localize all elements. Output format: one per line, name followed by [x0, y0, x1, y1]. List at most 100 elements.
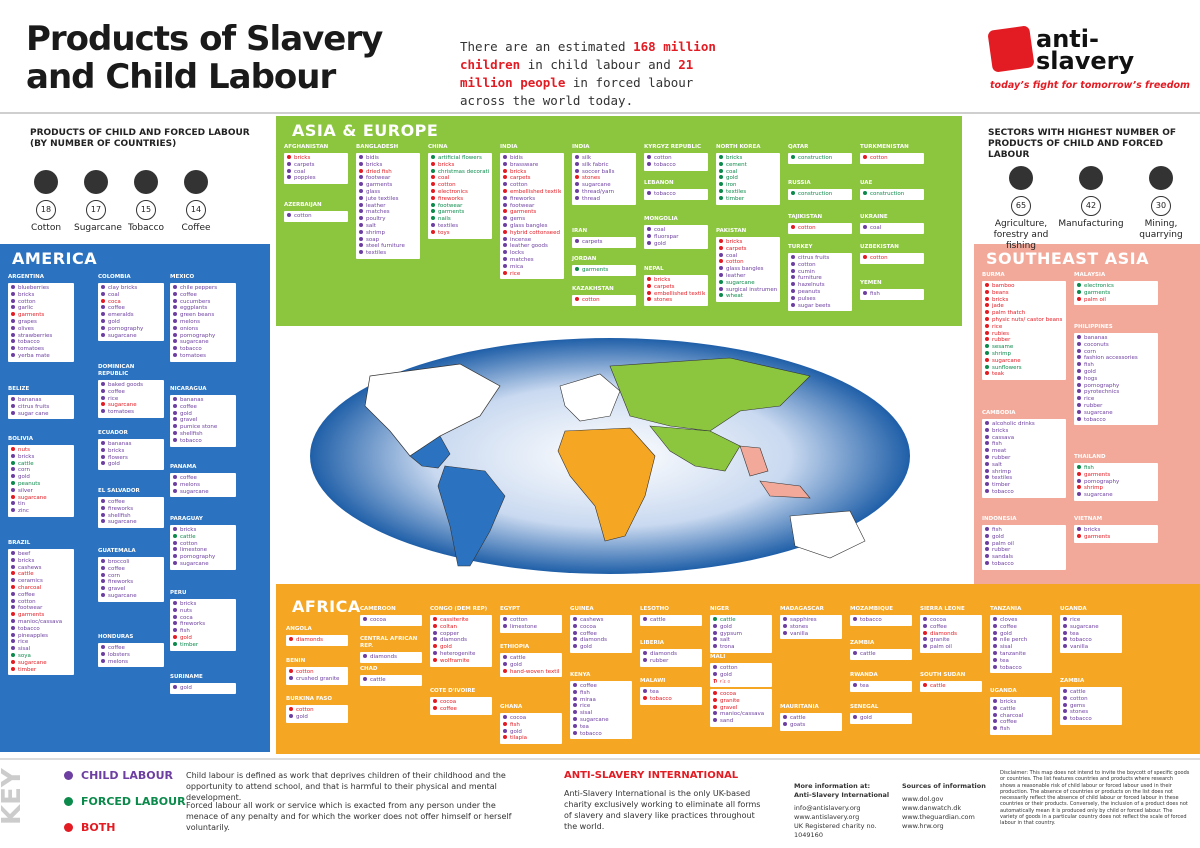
product-item: fireworks — [503, 196, 561, 203]
logo-tagline: today’s fight for tomorrow’s freedom — [990, 80, 1190, 91]
product-list: fish gold palm oil rubber sandals tobacco — [982, 525, 1066, 570]
product-item: olives — [11, 326, 71, 333]
manufacturing-icon — [1079, 166, 1103, 190]
product-item: garments — [1077, 472, 1155, 479]
product-item: footwear — [11, 605, 71, 612]
product-item: shellfish — [101, 513, 161, 520]
product-item: cotton — [431, 182, 489, 189]
product-item: citrus fruits — [11, 404, 71, 411]
product-item: bricks — [287, 155, 345, 162]
product-item: corn — [1077, 349, 1155, 356]
product-item: shrimp — [359, 230, 417, 237]
product-item: fireworks — [101, 579, 161, 586]
country-name: CAMEROON — [360, 606, 396, 612]
product-item: corn — [101, 573, 161, 580]
product-list: cattle — [850, 649, 912, 660]
product-item: textiles — [431, 223, 489, 230]
product-item: cocoa — [503, 715, 559, 722]
product-item: gold — [853, 715, 909, 722]
product-item: gold — [503, 662, 559, 669]
product-item: construction — [791, 191, 849, 198]
sectors-heading-1: SECTORS WITH HIGHEST NUMBER OF — [988, 128, 1177, 138]
source-link[interactable]: www.danwatch.dk — [902, 804, 962, 812]
country-kazakhstan: KAZAKHSTAN cotton — [572, 286, 636, 306]
product-item: fish — [1077, 465, 1155, 472]
country-name: QATAR — [788, 144, 809, 150]
product-item: cotton — [647, 155, 705, 162]
product-item: bananas — [101, 441, 161, 448]
website-link[interactable]: www.antislavery.org — [794, 813, 860, 821]
country-name: MAURITANIA — [780, 704, 819, 710]
product-item: soap — [359, 237, 417, 244]
product-item: timber — [985, 482, 1063, 489]
country-name: YEMEN — [860, 280, 882, 286]
product-item: nuts — [11, 447, 71, 454]
product-list: coffee fish miraa rice sisal sugarcane tea toba… — [570, 681, 632, 740]
product-item: coffee — [101, 645, 161, 652]
product-list: cotton gold rice — [710, 663, 772, 688]
product-list: tobacco — [644, 189, 708, 200]
product-item: sand — [713, 718, 769, 725]
country-zambia: ZAMBIA cattle cotton gems stones tobacco — [1060, 678, 1122, 725]
country-guatemala: GUATEMALA broccoli coffee corn fireworks grav… — [98, 548, 164, 602]
product-item: stones — [647, 297, 705, 304]
product-list: tea — [850, 681, 912, 692]
product-item: rubber — [1077, 403, 1155, 410]
product-list: bamboo beans bricks jade palm thatch physic n… — [982, 281, 1066, 381]
source-link[interactable]: www.dol.gov — [902, 795, 944, 803]
country-name: SENEGAL — [850, 704, 879, 710]
product-item: fish — [985, 527, 1063, 534]
country-name: KAZAKHSTAN — [572, 286, 614, 292]
country-tanzania: TANZANIA cloves coffee gold nile perch sisal t… — [990, 606, 1052, 674]
sources-heading: Sources of information — [902, 782, 986, 790]
country-name: PAKISTAN — [716, 228, 747, 234]
source-link[interactable]: www.theguardian.com — [902, 813, 975, 821]
forced-labour-definition: Forced labour all work or service which … — [186, 801, 512, 832]
product-item: tea — [853, 683, 909, 690]
product-item: gold — [433, 644, 489, 651]
product-item: pornography — [1077, 383, 1155, 390]
product-list: fish — [860, 289, 924, 300]
country-name: CHAD — [360, 666, 378, 672]
product-item: bricks — [719, 239, 777, 246]
product-item: wolframite — [433, 658, 489, 665]
product-list: chile peppers coffee cucumbers eggplants gre… — [170, 283, 236, 362]
product-item: cattle — [993, 706, 1049, 713]
product-item: bananas — [173, 397, 233, 404]
country-name: IRAN — [572, 228, 588, 234]
stat-label: Agriculture, forestry and fishing — [993, 219, 1049, 251]
country-name: INDIA — [500, 144, 518, 150]
product-item: cloves — [993, 617, 1049, 624]
product-item: coltan — [433, 624, 489, 631]
country-name: TURKEY — [788, 244, 813, 250]
country-dominican-republic: DOMINICAN REPUBLIC baked goods coffee rice s… — [98, 364, 164, 418]
product-list: cotton — [788, 223, 852, 234]
country-mexico: MEXICO chile peppers coffee cucumbers eggpla… — [170, 274, 236, 362]
country-name: ZAMBIA — [850, 640, 875, 646]
product-item: gravel — [713, 705, 769, 712]
country-name: MALI — [710, 654, 726, 660]
country-brazil: BRAZIL beef bricks cashews cattle ceramics cha… — [8, 540, 74, 676]
source-link[interactable]: www.hrw.org — [902, 822, 944, 830]
country-russia: RUSSIA construction — [788, 180, 852, 200]
product-item: furniture — [791, 275, 849, 282]
product-item: pornography — [101, 326, 161, 333]
product-list: bricks cement coal gold iron textiles timber — [716, 153, 780, 205]
product-item: bananas — [1077, 335, 1155, 342]
country-name: SIERRA LEONE — [920, 606, 965, 612]
product-item: locks — [503, 250, 561, 257]
product-item: electronics — [431, 189, 489, 196]
product-item: diamonds — [643, 651, 699, 658]
product-item: sugarcane — [11, 495, 71, 502]
country-kenya: KENYA coffee fish miraa rice sisal sugarcane te… — [570, 672, 632, 740]
product-item: shrimp — [985, 469, 1063, 476]
country-name: MADAGASCAR — [780, 606, 824, 612]
email-link[interactable]: info@antislavery.org — [794, 804, 861, 812]
product-item: tobacco — [643, 696, 699, 703]
product-item: coca — [101, 299, 161, 306]
country-lebanon: LEBANON tobacco — [644, 180, 708, 200]
product-list: bricks cattle charcoal coffee fish — [990, 697, 1052, 735]
country-nigeria: NIGERIA cocoa granite gravel manioc/cassava s… — [710, 680, 772, 727]
product-item: jute textiles — [359, 196, 417, 203]
product-item: trona — [713, 644, 769, 651]
